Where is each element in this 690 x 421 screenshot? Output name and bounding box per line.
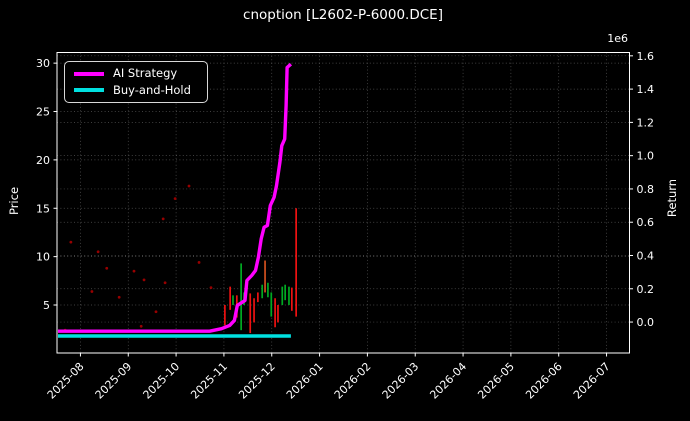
series-line-ai-strategy xyxy=(58,62,293,333)
legend-swatch-ai-strategy xyxy=(74,71,104,76)
right-tick-label: 1.0 xyxy=(637,150,655,163)
legend-item-ai-strategy: AI Strategy xyxy=(65,66,207,80)
x-tick-label: 2026-02 xyxy=(332,360,374,402)
x-tick-label: 2026-01 xyxy=(284,360,326,402)
legend: AI Strategy Buy-and-Hold xyxy=(64,61,208,103)
x-tick-label: 2025-08 xyxy=(45,360,87,402)
price-dot xyxy=(105,266,109,270)
price-dot xyxy=(173,197,177,200)
legend-label-ai-strategy: AI Strategy xyxy=(113,66,178,80)
legend-item-buy-and-hold: Buy-and-Hold xyxy=(65,82,207,97)
x-tick-label: 2025-12 xyxy=(236,360,278,402)
x-tick-label: 2025-10 xyxy=(141,360,183,402)
right-tick-label: 1.2 xyxy=(637,116,655,129)
price-dot xyxy=(117,295,121,299)
left-tick-label: 25 xyxy=(36,106,50,119)
legend-swatch-buy-and-hold xyxy=(74,88,104,93)
x-tick-label: 2026-07 xyxy=(571,360,613,402)
grid-layer xyxy=(57,52,630,353)
price-dot xyxy=(132,269,136,273)
right-tick-label: 1.6 xyxy=(637,50,655,63)
chart-title: cnoption [L2602-P-6000.DCE] xyxy=(243,7,443,23)
right-tick-label: 1.4 xyxy=(637,83,655,96)
price-dot xyxy=(69,240,73,244)
x-tick-label: 2026-06 xyxy=(523,360,565,402)
series-layer xyxy=(58,62,293,338)
price-dot xyxy=(154,310,158,314)
right-tick-label: 0.0 xyxy=(637,316,655,329)
price-dot xyxy=(96,250,100,254)
legend-label-buy-and-hold: Buy-and-Hold xyxy=(113,82,191,97)
price-dot xyxy=(197,261,201,264)
price-dot xyxy=(209,286,213,289)
price-dot xyxy=(139,324,143,328)
left-tick-label: 20 xyxy=(36,154,50,167)
price-dot xyxy=(90,290,94,293)
right-tick-label: 0.8 xyxy=(637,183,655,196)
right-axis-offset-label: 1e6 xyxy=(607,32,628,45)
left-tick-label: 10 xyxy=(36,251,50,264)
axes-layer xyxy=(53,52,633,357)
plot-border xyxy=(56,52,630,354)
price-dot xyxy=(163,281,167,285)
price-dot xyxy=(142,278,146,282)
left-tick-label: 5 xyxy=(43,299,50,312)
right-tick-label: 0.2 xyxy=(637,283,655,296)
x-tick-label: 2026-05 xyxy=(475,360,517,402)
left-tick-label: 15 xyxy=(36,202,50,215)
x-tick-label: 2026-03 xyxy=(380,360,422,402)
right-tick-label: 0.4 xyxy=(637,249,655,262)
x-tick-label: 2025-11 xyxy=(188,360,230,402)
price-dot xyxy=(161,217,165,221)
left-tick-label: 30 xyxy=(36,57,50,70)
right-tick-label: 0.6 xyxy=(637,216,655,229)
x-tick-label: 2026-04 xyxy=(427,360,469,402)
x-tick-label: 2025-09 xyxy=(93,360,135,402)
price-dot xyxy=(187,184,191,188)
price-dots-layer xyxy=(63,184,213,332)
